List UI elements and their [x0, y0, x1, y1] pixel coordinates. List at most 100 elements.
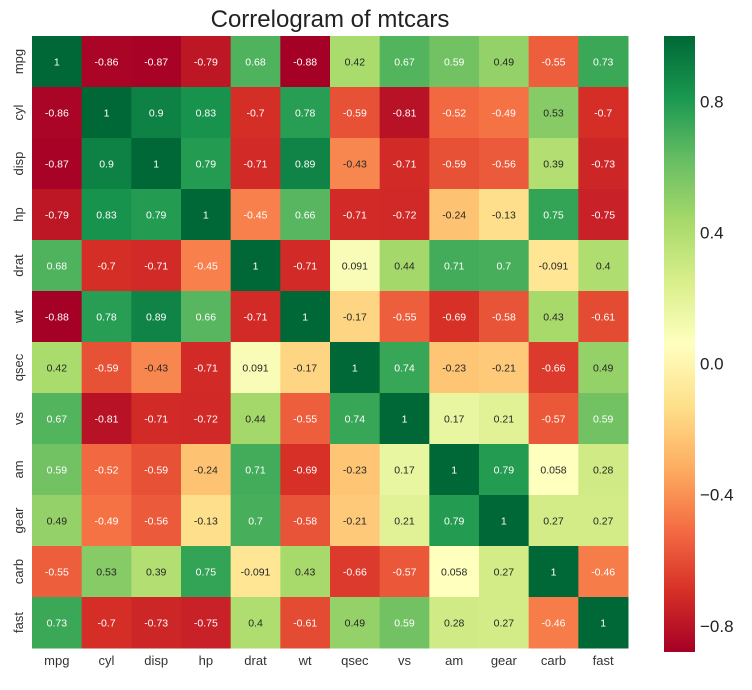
heatmap-cell-gear-cyl: [81, 495, 132, 547]
heatmap-cell-cyl-qsec: [330, 87, 381, 139]
cell-value-am-wt: -0.69: [293, 465, 317, 477]
cell-value-drat-disp: -0.71: [144, 261, 168, 273]
heatmap-cell-carb-qsec: [330, 546, 381, 598]
cell-value-vs-vs: 1: [402, 414, 408, 426]
heatmap-cell-wt-disp: [131, 291, 182, 343]
cell-value-qsec-qsec: 1: [352, 363, 358, 375]
x-tick-disp: disp: [144, 653, 168, 668]
cell-value-wt-am: -0.69: [442, 312, 466, 324]
heatmap-cell-wt-vs: [379, 291, 430, 343]
heatmap-cell-fast-mpg: [32, 597, 83, 649]
cell-value-disp-wt: 0.89: [295, 159, 316, 171]
colorbar-tick-0: 0.8: [700, 93, 724, 112]
heatmap-cells: [32, 36, 629, 649]
cell-value-am-cyl: -0.52: [95, 465, 119, 477]
heatmap-cell-disp-vs: [379, 138, 430, 190]
heatmap-cell-gear-wt: [280, 495, 331, 547]
heatmap-cell-fast-drat: [230, 597, 281, 649]
heatmap-cell-carb-vs: [379, 546, 430, 598]
heatmap-cell-wt-wt: [280, 291, 331, 343]
heatmap-cell-mpg-disp: [131, 36, 182, 88]
heatmap-cell-qsec-carb: [528, 342, 579, 394]
heatmap-cell-vs-fast: [578, 393, 629, 445]
cell-value-carb-vs: -0.57: [393, 567, 417, 579]
cell-value-qsec-fast: 0.49: [593, 363, 614, 375]
heatmap-cell-am-fast: [578, 444, 629, 496]
heatmap-cell-disp-fast: [578, 138, 629, 190]
heatmap-cell-mpg-am: [429, 36, 480, 88]
heatmap-cell-mpg-fast: [578, 36, 629, 88]
cell-value-wt-hp: 0.66: [196, 312, 217, 324]
cell-value-fast-hp: -0.75: [194, 618, 218, 630]
heatmap-cell-wt-cyl: [81, 291, 132, 343]
cell-value-gear-mpg: 0.49: [47, 516, 68, 528]
cell-value-disp-mpg: -0.87: [45, 159, 69, 171]
cell-value-carb-wt: 0.43: [295, 567, 316, 579]
heatmap-cell-disp-qsec: [330, 138, 381, 190]
heatmap-cell-fast-cyl: [81, 597, 132, 649]
cell-value-cyl-cyl: 1: [104, 108, 110, 120]
heatmap-cell-fast-gear: [479, 597, 530, 649]
heatmap-cell-carb-disp: [131, 546, 182, 598]
heatmap-cell-qsec-fast: [578, 342, 629, 394]
cell-value-carb-cyl: 0.53: [96, 567, 117, 579]
cell-value-fast-drat: 0.4: [248, 618, 263, 630]
cell-value-am-drat: 0.71: [245, 465, 266, 477]
cell-value-hp-mpg: -0.79: [45, 210, 69, 222]
heatmap-cell-labels: 1 -0.86 -0.87 -0.79 0.68 -0.88 0.42 0.67 0.59 0.4…: [45, 57, 615, 630]
heatmap-cell-fast-am: [429, 597, 480, 649]
cell-value-carb-drat: -0.091: [241, 567, 271, 579]
cell-value-mpg-gear: 0.49: [494, 57, 515, 69]
heatmap-cell-wt-qsec: [330, 291, 381, 343]
heatmap-cell-drat-vs: [379, 240, 430, 292]
cell-value-wt-fast: -0.61: [591, 312, 615, 324]
cell-value-fast-disp: -0.73: [144, 618, 168, 630]
cell-value-mpg-hp: -0.79: [194, 57, 218, 69]
cell-value-mpg-cyl: -0.86: [95, 57, 119, 69]
y-tick-am: am: [11, 460, 26, 478]
heatmap-cell-gear-mpg: [32, 495, 83, 547]
heatmap-cell-am-carb: [528, 444, 579, 496]
x-tick-mpg: mpg: [44, 653, 69, 668]
colorbar-tick-3: −0.4: [700, 486, 734, 505]
cell-value-cyl-fast: -0.7: [594, 108, 612, 120]
cell-value-carb-fast: -0.46: [591, 567, 615, 579]
y-tick-qsec: qsec: [11, 353, 26, 381]
cell-value-hp-wt: 0.66: [295, 210, 316, 222]
cell-value-gear-cyl: -0.49: [95, 516, 119, 528]
heatmap-cell-fast-carb: [528, 597, 579, 649]
y-tick-hp: hp: [11, 207, 26, 221]
heatmap-cell-gear-fast: [578, 495, 629, 547]
heatmap-cell-hp-drat: [230, 189, 281, 241]
cell-value-qsec-gear: -0.21: [492, 363, 516, 375]
heatmap-cell-am-mpg: [32, 444, 83, 496]
cell-value-cyl-vs: -0.81: [393, 108, 417, 120]
heatmap-cell-wt-carb: [528, 291, 579, 343]
cell-value-vs-mpg: 0.67: [47, 414, 68, 426]
cell-value-qsec-am: -0.23: [442, 363, 466, 375]
cell-value-hp-drat: -0.45: [244, 210, 268, 222]
heatmap-cell-wt-mpg: [32, 291, 83, 343]
cell-value-fast-am: 0.28: [444, 618, 465, 630]
cell-value-carb-carb: 1: [551, 567, 557, 579]
heatmap-cell-mpg-mpg: [32, 36, 83, 88]
heatmap-cell-disp-am: [429, 138, 480, 190]
cell-value-am-am: 1: [451, 465, 457, 477]
heatmap-cell-qsec-disp: [131, 342, 182, 394]
heatmap-cell-qsec-mpg: [32, 342, 83, 394]
heatmap-cell-wt-drat: [230, 291, 281, 343]
cell-value-vs-am: 0.17: [444, 414, 465, 426]
cell-value-vs-cyl: -0.81: [95, 414, 119, 426]
heatmap-cell-fast-vs: [379, 597, 430, 649]
heatmap-cell-hp-qsec: [330, 189, 381, 241]
heatmap-cell-am-drat: [230, 444, 281, 496]
cell-value-disp-cyl: 0.9: [99, 159, 114, 171]
heatmap-cell-am-disp: [131, 444, 182, 496]
x-tick-hp: hp: [199, 653, 213, 668]
cell-value-wt-drat: -0.71: [244, 312, 268, 324]
heatmap-cell-vs-vs: [379, 393, 430, 445]
heatmap-cell-qsec-am: [429, 342, 480, 394]
cell-value-am-fast: 0.28: [593, 465, 614, 477]
cell-value-qsec-drat: 0.091: [242, 363, 268, 375]
cell-value-hp-cyl: 0.83: [96, 210, 117, 222]
